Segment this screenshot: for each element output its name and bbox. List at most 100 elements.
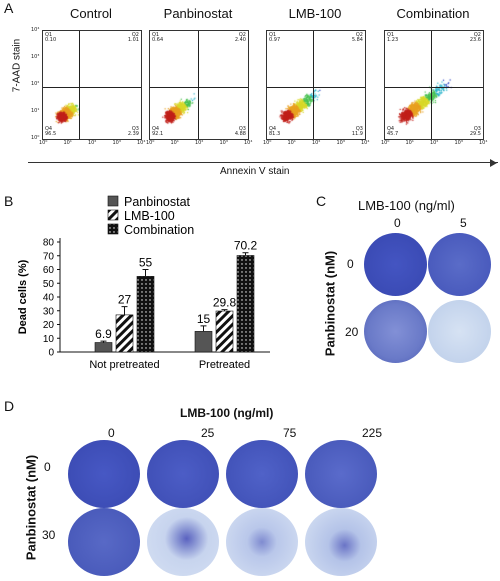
bar xyxy=(94,342,113,353)
flow-plot: Q1 1.23 Q2 23.6 Q4 45.7 Q3 29.5 xyxy=(384,30,484,140)
y-tick-label: 70 xyxy=(43,251,55,262)
flow-y-tick: 10² xyxy=(31,81,40,87)
quadrant-label-q3: Q3 2.39 xyxy=(128,127,139,137)
flow-y-tick: 10¹ xyxy=(31,108,40,114)
quadrant-percent: 0.64 xyxy=(152,37,164,43)
y-axis-label: Dead cells (%) xyxy=(17,259,29,334)
colony-dish-d-0-0 xyxy=(68,440,140,508)
flow-x-tick: 10³ xyxy=(336,140,345,146)
quadrant-id: Q2 xyxy=(238,32,246,38)
panel-d-letter: D xyxy=(4,398,15,414)
quadrant-label-q2: Q2 5.84 xyxy=(352,33,363,43)
flow-x-tick: 10⁴ xyxy=(361,140,370,146)
colony-dish-d-1-1 xyxy=(147,508,219,576)
flow-x-tick: 10² xyxy=(88,140,97,146)
quadrant-percent: 29.5 xyxy=(469,131,481,137)
quadrant-gate-horizontal xyxy=(43,87,141,89)
colony-dish-d-1-0 xyxy=(68,508,140,576)
quadrant-label-q4: Q4 81.3 xyxy=(269,127,280,137)
panel-a-x-axis-label: Annexin V stain xyxy=(220,166,290,177)
bar-value-label: 70.2 xyxy=(234,239,258,253)
flow-plot: Q1 0.10 Q2 1.01 Q4 96.5 Q3 2.39 xyxy=(42,30,142,140)
quadrant-label-q3: Q3 29.5 xyxy=(470,127,481,137)
colony-dish-c-0-1 xyxy=(428,233,491,296)
legend-swatch xyxy=(107,195,119,207)
colony-dish-c-1-0 xyxy=(364,300,427,363)
colony-dish-d-0-1 xyxy=(147,440,219,508)
flow-x-tick: 10⁴ xyxy=(137,140,146,146)
bar xyxy=(194,331,213,353)
quadrant-label-q2: Q2 1.01 xyxy=(128,33,139,43)
flow-y-tick: 10⁰ xyxy=(31,135,40,141)
flow-density-cloud xyxy=(43,31,141,139)
flow-x-tick: 10⁰ xyxy=(39,140,48,146)
y-tick-label: 80 xyxy=(43,238,55,249)
quadrant-id: Q4 xyxy=(269,126,277,132)
panel-d-col-0: 0 xyxy=(108,426,115,440)
panel-c-col-0: 0 xyxy=(394,216,401,230)
flow-x-tick: 10¹ xyxy=(405,140,414,146)
legend-swatch xyxy=(107,223,119,235)
flow-x-tick: 10³ xyxy=(454,140,463,146)
flow-x-tick: 10⁰ xyxy=(381,140,390,146)
quadrant-percent: 0.97 xyxy=(269,37,281,43)
flow-x-tick: 10¹ xyxy=(170,140,179,146)
quadrant-id: Q1 xyxy=(387,32,395,38)
colony-dish-c-0-0 xyxy=(364,233,427,296)
quadrant-id: Q2 xyxy=(131,32,139,38)
panel-d-col-2: 75 xyxy=(283,426,297,440)
quadrant-gate-vertical xyxy=(431,31,432,139)
colony-dish-d-1-3 xyxy=(305,508,377,576)
y-tick-label: 20 xyxy=(43,320,55,331)
quadrant-id: Q4 xyxy=(45,126,53,132)
quadrant-gate-horizontal xyxy=(385,87,483,89)
bar xyxy=(215,310,234,353)
quadrant-percent: 5.84 xyxy=(351,37,363,43)
panel-d-col-1: 25 xyxy=(201,426,215,440)
category-label: Not pretreated xyxy=(89,359,159,371)
panel-d-col-3: 225 xyxy=(362,426,383,440)
panel-d-row-1: 30 xyxy=(42,528,56,542)
legend-label: Panbinostat xyxy=(124,195,191,209)
quadrant-label-q1: Q1 0.10 xyxy=(45,33,56,43)
quadrant-percent: 23.6 xyxy=(469,37,481,43)
quadrant-percent: 81.3 xyxy=(269,131,281,137)
flow-x-tick: 10¹ xyxy=(287,140,296,146)
y-tick-label: 30 xyxy=(43,306,55,317)
quadrant-percent: 0.10 xyxy=(45,37,57,43)
panel-d-title: LMB-100 (ng/ml) xyxy=(180,406,274,420)
flow-x-tick: 10² xyxy=(195,140,204,146)
quadrant-label-q4: Q4 96.5 xyxy=(45,127,56,137)
bar-value-label: 15 xyxy=(197,312,211,326)
flow-x-tick: 10³ xyxy=(112,140,121,146)
quadrant-id: Q3 xyxy=(473,126,481,132)
panel-c-row-axis-label: Panbinostat (nM) xyxy=(322,250,338,357)
flow-x-tick: 10² xyxy=(312,140,321,146)
panel-c-row-0: 0 xyxy=(347,257,354,271)
quadrant-id: Q2 xyxy=(355,32,363,38)
quadrant-id: Q3 xyxy=(355,126,363,132)
quadrant-percent: 4.88 xyxy=(234,131,246,137)
quadrant-gate-vertical xyxy=(198,31,199,139)
flow-y-tick: 10⁴ xyxy=(31,27,40,33)
colony-dish-d-1-2 xyxy=(226,508,298,576)
y-tick-label: 0 xyxy=(48,348,54,359)
flow-plot-title: Panbinostat xyxy=(163,6,233,21)
quadrant-id: Q4 xyxy=(387,126,395,132)
flow-x-tick: 10³ xyxy=(219,140,228,146)
panel-c-title: LMB-100 (ng/ml) xyxy=(358,198,455,213)
legend-label: LMB-100 xyxy=(124,209,175,223)
quadrant-label-q1: Q1 0.64 xyxy=(152,33,163,43)
colony-dish-d-0-2 xyxy=(226,440,298,508)
quadrant-id: Q3 xyxy=(131,126,139,132)
flow-plot-title: Combination xyxy=(396,6,470,21)
x-axis-arrow-icon xyxy=(490,159,497,167)
quadrant-label-q4: Q4 45.7 xyxy=(387,127,398,137)
quadrant-label-q4: Q4 92.1 xyxy=(152,127,163,137)
quadrant-percent: 1.01 xyxy=(127,37,139,43)
panel-c-letter: C xyxy=(316,193,327,209)
panel-d-row-axis-label: Panbinostat (nM) xyxy=(23,454,39,561)
quadrant-label-q3: Q3 11.9 xyxy=(352,127,363,137)
y-tick-label: 60 xyxy=(43,265,55,276)
colony-dish-c-1-1 xyxy=(428,300,491,363)
